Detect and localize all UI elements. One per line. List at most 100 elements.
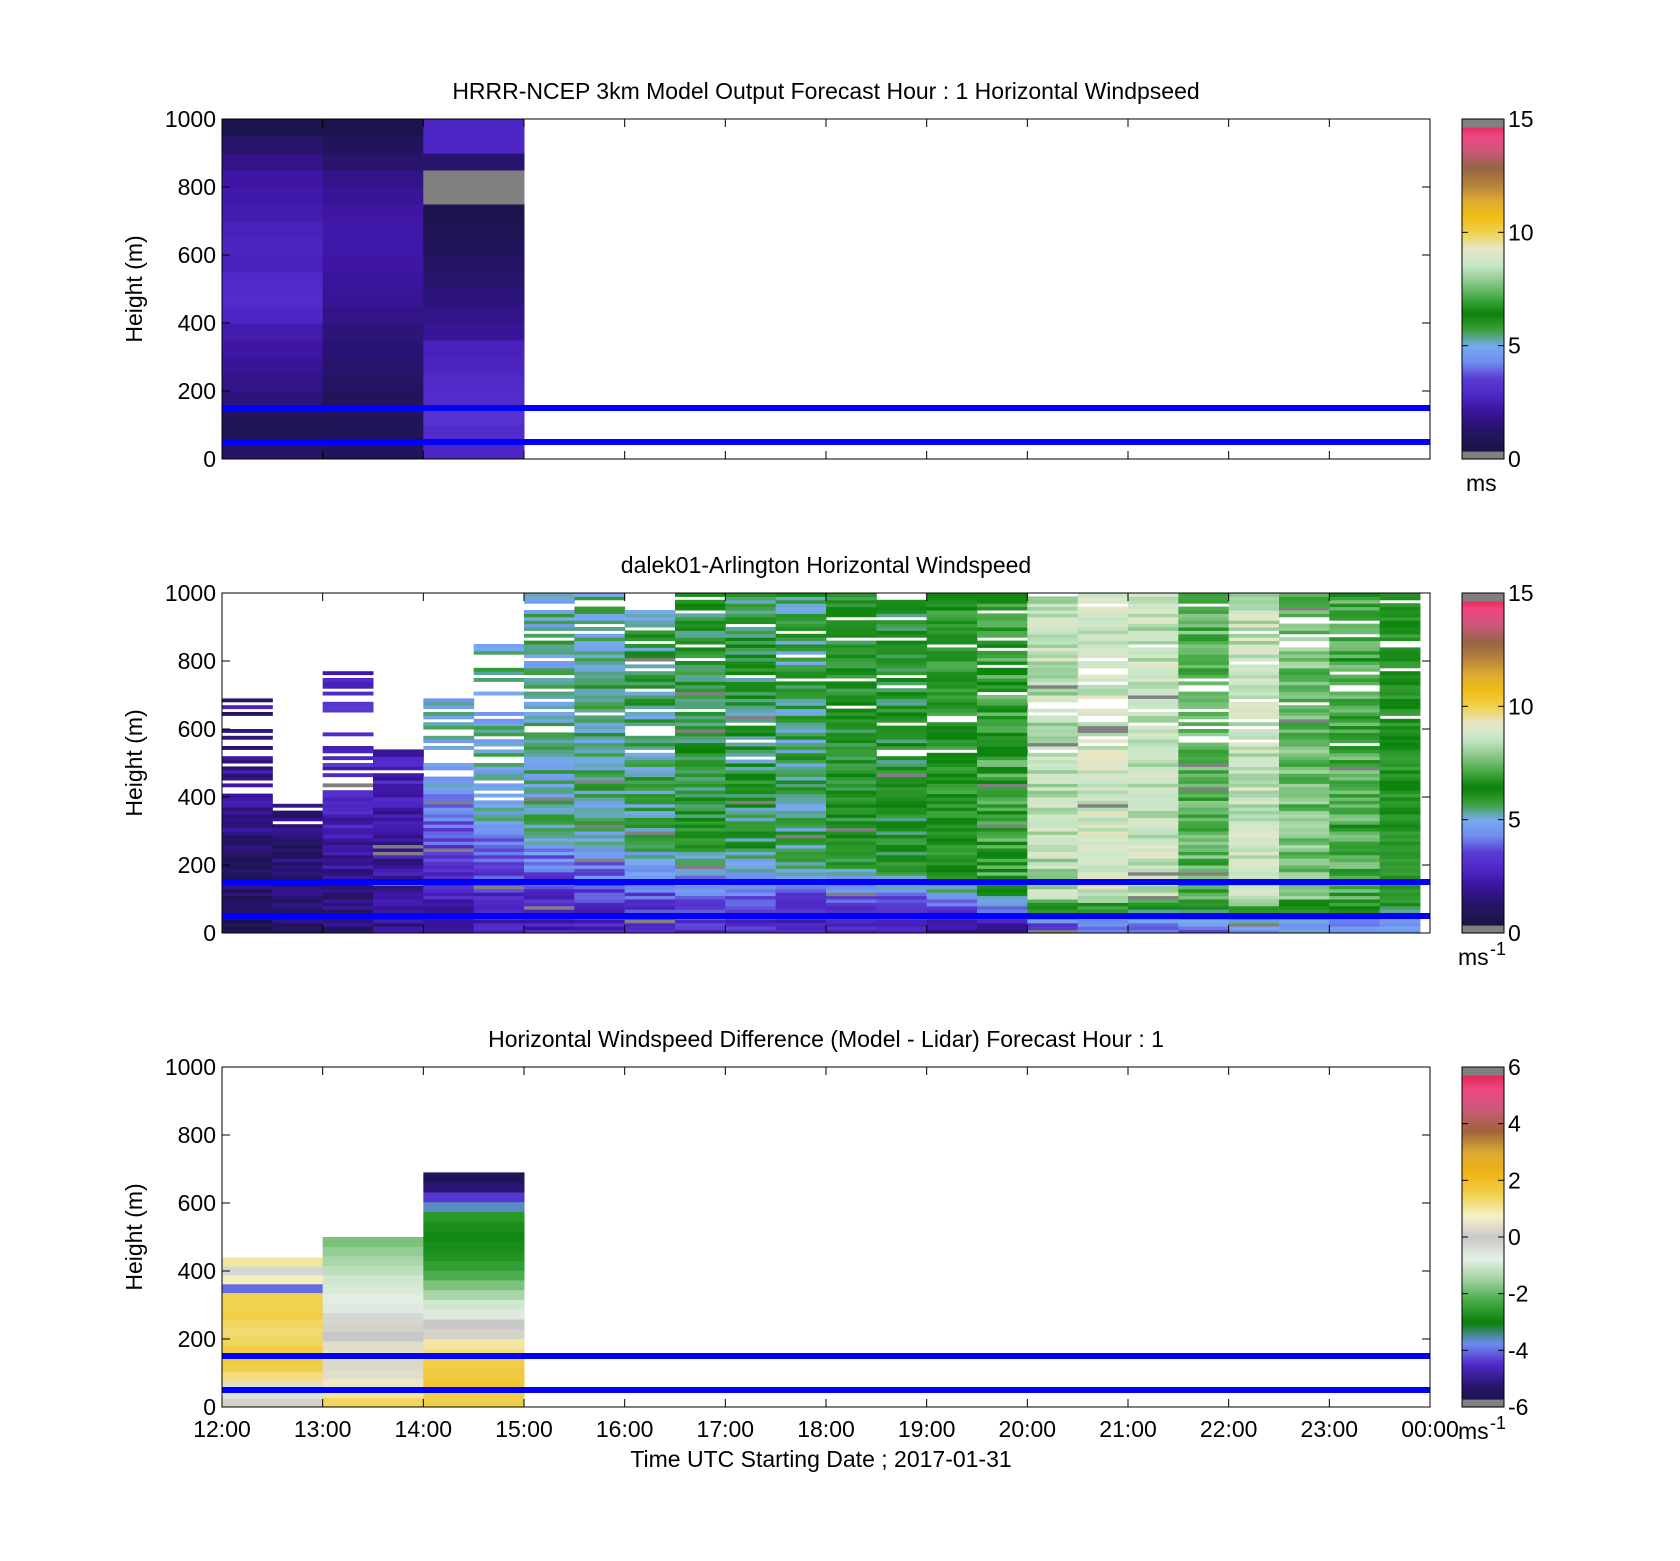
heatmap-cell (373, 871, 424, 876)
heatmap-cell (1077, 756, 1129, 761)
heatmap-cell (1077, 708, 1129, 713)
colorbar-swatch (1462, 1247, 1504, 1250)
colorbar-swatch (1462, 1241, 1504, 1244)
heatmap-cell (977, 892, 1028, 897)
heatmap-cell (1379, 681, 1421, 686)
heatmap-cell (373, 759, 424, 764)
heatmap-cell (373, 892, 424, 897)
heatmap-cell (775, 793, 827, 798)
colorbar-swatch (1462, 743, 1504, 746)
colorbar-swatch (1462, 359, 1504, 362)
colorbar-swatch (1462, 1239, 1504, 1242)
colorbar-swatch (1462, 129, 1504, 132)
colorbar-swatch (1462, 283, 1504, 286)
colorbar-swatch (1462, 1321, 1504, 1324)
heatmap-cell (524, 780, 575, 784)
heatmap-cell (1379, 827, 1421, 832)
x-tick-label: 14:00 (395, 1416, 453, 1442)
heatmap-cell (725, 640, 777, 645)
colorbar-swatch (1462, 457, 1504, 460)
y-tick-label: 0 (203, 920, 216, 946)
heatmap-cell (725, 718, 777, 723)
y-tick-label: 0 (203, 446, 216, 472)
colorbar-swatch (1462, 1165, 1504, 1168)
heatmap-cell (926, 763, 978, 767)
heatmap-cell (1027, 654, 1079, 659)
heatmap-cell (1329, 861, 1381, 866)
colorbar-swatch (1462, 455, 1504, 458)
heatmap-cell (675, 616, 726, 621)
heatmap-cell (1128, 814, 1179, 818)
heatmap-cell (977, 837, 1028, 842)
heatmap-cell (1379, 735, 1421, 740)
heatmap-cell (1027, 814, 1079, 818)
colorbar-swatch (1462, 1091, 1504, 1094)
heatmap-cell (1077, 892, 1129, 897)
heatmap-cell (675, 841, 726, 846)
heatmap-cell (322, 807, 374, 812)
heatmap-cell (322, 899, 374, 903)
heatmap-cell (1128, 613, 1179, 618)
heatmap-cell (322, 919, 374, 924)
heatmap-cell (1178, 868, 1230, 873)
heatmap-cell (876, 633, 928, 638)
heatmap-cell (1379, 919, 1421, 924)
colorbar-swatch (1462, 811, 1504, 814)
colorbar-swatch (1462, 207, 1504, 210)
heatmap-cell (322, 1255, 424, 1266)
heatmap-cell (524, 678, 575, 682)
heatmap-cell (1279, 742, 1330, 747)
heatmap-cell (1228, 905, 1280, 910)
heatmap-cell (574, 814, 626, 818)
heatmap-cell (1178, 783, 1230, 788)
heatmap-cell (775, 742, 827, 747)
heatmap-cell (1228, 654, 1280, 659)
chart-title: dalek01-Arlington Horizontal Windspeed (621, 552, 1031, 578)
heatmap-cell (524, 773, 575, 778)
heatmap-cell (524, 776, 575, 781)
heatmap-cell (624, 712, 676, 716)
heatmap-cell (1379, 780, 1421, 784)
heatmap-cell (1279, 790, 1330, 795)
colorbar-swatch (1462, 393, 1504, 396)
heatmap-cell (1329, 824, 1381, 829)
heatmap-cell (524, 681, 575, 686)
heatmap-cell (322, 442, 424, 460)
colorbar-swatch (1462, 669, 1504, 672)
heatmap-cell (423, 841, 475, 846)
heatmap-cell (322, 705, 374, 710)
colorbar-swatch (1462, 1197, 1504, 1200)
heatmap-cell (826, 844, 877, 849)
heatmap-cell (826, 851, 877, 856)
heatmap-cell (473, 810, 525, 815)
colorbar-swatch (1462, 1135, 1504, 1138)
heatmap-cell (373, 783, 424, 788)
heatmap-cell (1228, 715, 1280, 720)
heatmap-cell (423, 780, 475, 784)
heatmap-cell (725, 732, 777, 737)
heatmap-cell (1027, 715, 1079, 720)
heatmap-cell (624, 868, 676, 873)
heatmap-cell (977, 899, 1028, 903)
colorbar-swatch (1462, 407, 1504, 410)
colorbar-swatch (1462, 1331, 1504, 1334)
heatmap-cell (473, 712, 525, 716)
heatmap-cell (423, 739, 475, 744)
heatmap-cell (574, 905, 626, 910)
heatmap-cell (1027, 773, 1079, 778)
heatmap-cell (876, 657, 928, 662)
heatmap-cell (977, 841, 1028, 846)
heatmap-cell (1128, 905, 1179, 910)
heatmap-cell (222, 1345, 324, 1355)
heatmap-cell (1379, 732, 1421, 737)
heatmap-cell (775, 705, 827, 710)
heatmap-cell (1228, 773, 1280, 778)
heatmap-cell (1077, 644, 1129, 648)
colorbar-swatch (1462, 1147, 1504, 1150)
heatmap-cell (775, 817, 827, 822)
heatmap-cell (1228, 722, 1280, 727)
heatmap-cell (1128, 701, 1179, 706)
heatmap-cell (524, 627, 575, 631)
heatmap-cell (926, 759, 978, 764)
colorbar-swatch (1462, 1159, 1504, 1162)
